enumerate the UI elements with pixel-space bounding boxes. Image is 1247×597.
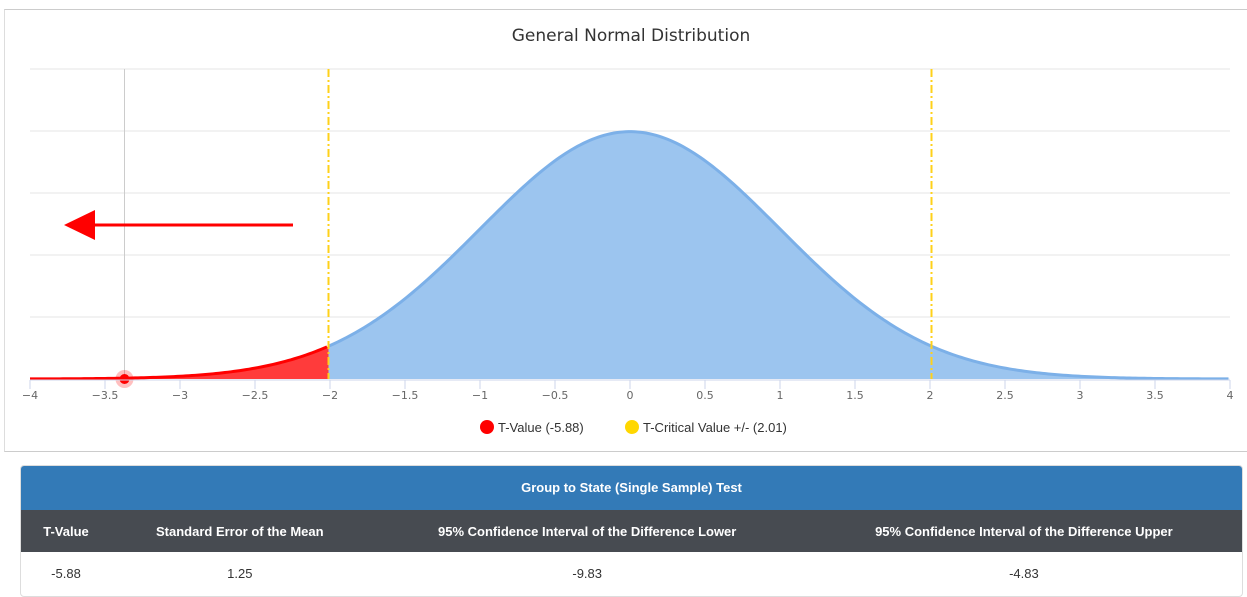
legend-swatch	[480, 420, 494, 434]
x-tick-label: −3.5	[92, 389, 119, 402]
x-tick-label: −2.5	[242, 389, 269, 402]
x-tick-label: −0.5	[542, 389, 569, 402]
column-header: 95% Confidence Interval of the Differenc…	[805, 510, 1242, 552]
x-tick-label: 3	[1077, 389, 1084, 402]
results-table: T-Value Standard Error of the Mean 95% Con…	[21, 510, 1242, 594]
table-row: -5.88 1.25 -9.83 -4.83	[21, 552, 1242, 594]
x-tick-label: −3	[172, 389, 188, 402]
rejection-region-area	[30, 346, 329, 379]
t-value-marker	[119, 374, 130, 384]
chart-frame	[4, 9, 1247, 452]
curve-line	[327, 130, 1229, 381]
legend-swatch	[625, 420, 639, 434]
x-tick-label: −2	[322, 389, 338, 402]
x-tick-label: −1.5	[392, 389, 419, 402]
x-tick-label: 2.5	[996, 389, 1014, 402]
table-cell: -5.88	[51, 565, 81, 581]
chart-title: General Normal Distribution	[512, 26, 751, 46]
normal-distribution-chart: General Normal Distribution −4 −3.5 −3 −2.5…	[22, 26, 1234, 435]
x-tick-label: −4	[22, 389, 38, 402]
rejection-region-line	[29, 345, 328, 381]
x-tick-label: 0	[627, 389, 634, 402]
arrow-left-icon	[64, 210, 95, 240]
legend-label: T-Value (-5.88)	[498, 420, 584, 435]
x-tick-label: 0.5	[696, 389, 714, 402]
curve-area	[328, 131, 1230, 379]
column-header: T-Value	[21, 510, 111, 552]
column-header: Standard Error of the Mean	[110, 510, 369, 552]
results-title: Group to State (Single Sample) Test	[21, 466, 1242, 510]
x-tick-label: 2	[927, 389, 934, 402]
column-header: 95% Confidence Interval of the Differenc…	[368, 510, 806, 552]
results-panel: Group to State (Single Sample) Test T-Va…	[20, 465, 1243, 597]
x-tick-label: 3.5	[1146, 389, 1164, 402]
table-cell: -4.83	[1009, 565, 1039, 581]
x-tick-label: 1.5	[846, 389, 864, 402]
legend-label: T-Critical Value +/- (2.01)	[643, 420, 787, 435]
x-tick-label: −1	[472, 389, 488, 402]
table-cell: -9.83	[572, 565, 602, 581]
x-tick-label: 1	[777, 389, 784, 402]
table-cell: 1.25	[227, 565, 253, 581]
x-tick-label: 4	[1227, 389, 1234, 402]
